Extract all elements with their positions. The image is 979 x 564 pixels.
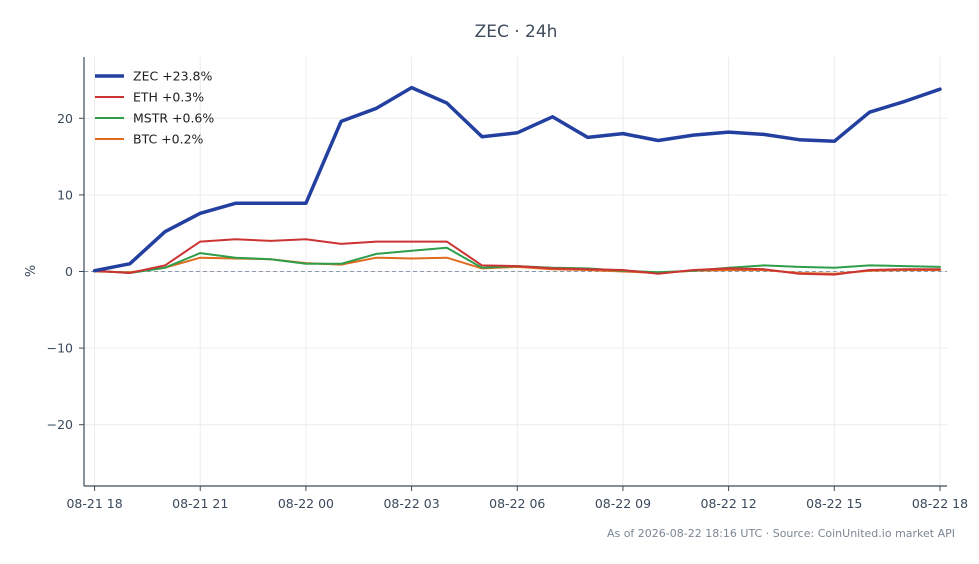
legend-label: ZEC +23.8% <box>133 69 212 84</box>
x-tick-label: 08-21 21 <box>172 496 228 511</box>
x-tick-label: 08-21 18 <box>66 496 122 511</box>
series-lines <box>92 85 942 276</box>
x-tick-label: 08-22 15 <box>806 496 862 511</box>
series-line-1 <box>92 85 942 273</box>
x-tick-label: 08-22 12 <box>701 496 757 511</box>
legend-label: ETH +0.3% <box>133 90 204 105</box>
y-tick-label: −10 <box>47 341 73 356</box>
x-tick-label: 08-22 09 <box>595 496 651 511</box>
chart-title: ZEC · 24h <box>475 22 558 42</box>
axes: −20 −10 0 10 20 08-21 18 08-21 21 08-22 00 08-22… <box>47 57 968 511</box>
x-tick-label: 08-22 00 <box>278 496 334 511</box>
x-tick-label: 08-22 06 <box>489 496 545 511</box>
y-tick-label: 10 <box>57 187 73 202</box>
legend-label: MSTR +0.6% <box>133 111 214 126</box>
legend: ZEC +23.8% ETH +0.3% MSTR +0.6% BTC +0.2% <box>95 69 214 147</box>
x-tick-label: 08-22 18 <box>912 496 968 511</box>
footer-source: As of 2026-08-22 18:16 UTC · Source: Coi… <box>607 527 955 540</box>
y-tick-label: 0 <box>65 264 73 279</box>
x-tick-label: 08-22 03 <box>383 496 439 511</box>
series-line-2 <box>93 238 941 276</box>
y-tick-label: −20 <box>47 417 73 432</box>
y-tick-label: 20 <box>57 111 73 126</box>
legend-label: BTC +0.2% <box>133 132 204 147</box>
y-axis-label: % <box>24 265 39 277</box>
